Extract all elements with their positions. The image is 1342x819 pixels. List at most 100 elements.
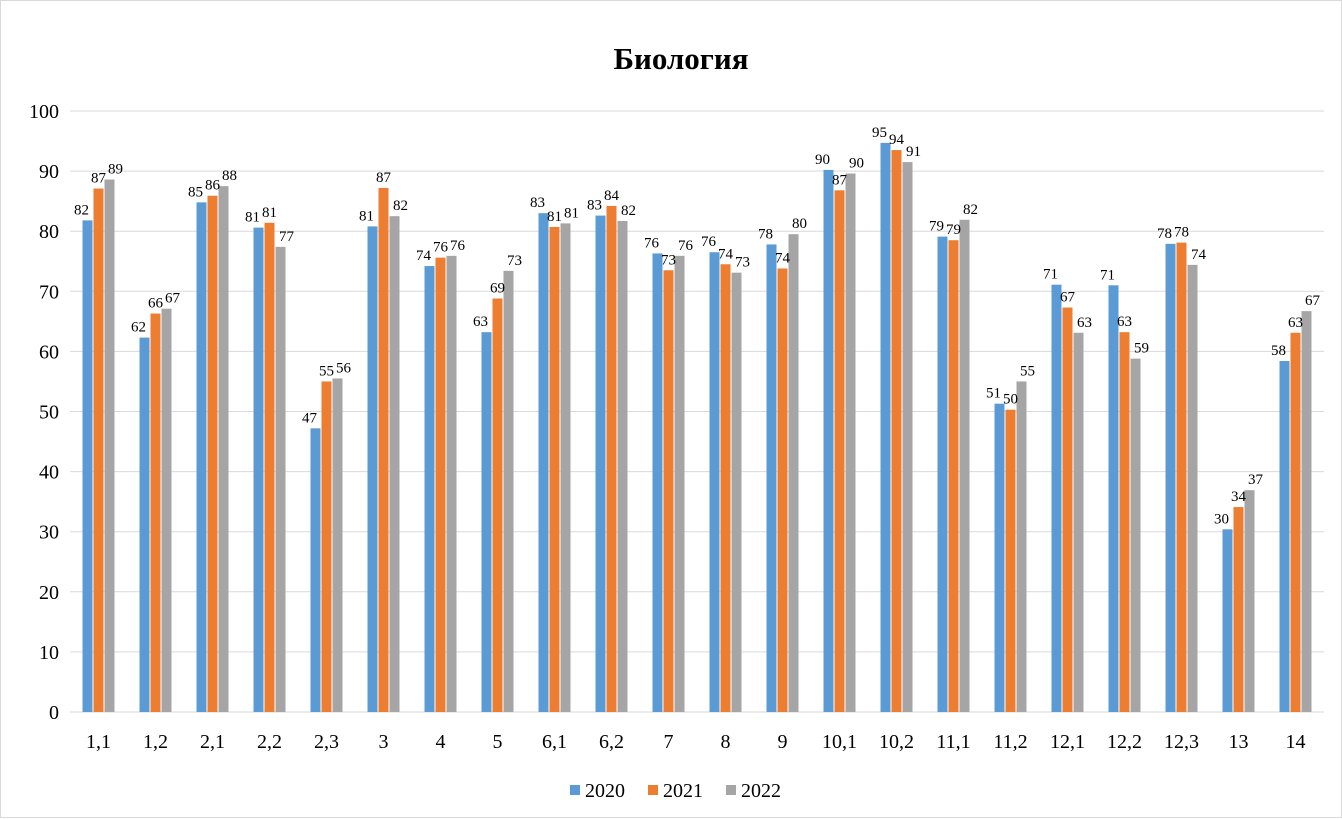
data-label: 79 bbox=[929, 219, 944, 235]
bar-2021-6,2 bbox=[606, 205, 617, 712]
bar-2022-14 bbox=[1301, 311, 1312, 712]
data-label: 78 bbox=[1157, 226, 1172, 242]
bar-2022-7 bbox=[674, 255, 685, 712]
x-tick-label: 4 bbox=[436, 731, 446, 753]
bar-2021-12,3 bbox=[1176, 242, 1187, 712]
legend: 2020 2021 2022 bbox=[570, 780, 781, 802]
data-label: 82 bbox=[621, 203, 636, 219]
x-tick-label: 6,1 bbox=[542, 731, 567, 753]
y-tick-label: 50 bbox=[39, 402, 59, 424]
bar-2020-1,2 bbox=[139, 337, 150, 712]
x-tick-label: 2,3 bbox=[314, 731, 339, 753]
data-label: 81 bbox=[564, 205, 579, 221]
data-label: 34 bbox=[1231, 489, 1247, 505]
bar-2022-4 bbox=[446, 255, 457, 712]
bar-2022-12,3 bbox=[1187, 264, 1198, 712]
x-tick-label: 8 bbox=[721, 731, 731, 753]
data-label: 73 bbox=[661, 252, 676, 268]
bar-2021-2,3 bbox=[321, 381, 332, 712]
x-tick-label: 14 bbox=[1286, 731, 1306, 753]
x-tick-label: 12,2 bbox=[1107, 731, 1142, 753]
x-tick-label: 7 bbox=[664, 731, 674, 753]
legend-swatch-2020 bbox=[570, 785, 580, 795]
data-label: 51 bbox=[986, 386, 1001, 402]
bar-2022-1,1 bbox=[104, 179, 115, 712]
data-label: 84 bbox=[604, 188, 620, 204]
legend-label: 2020 bbox=[585, 780, 625, 802]
x-tick-label: 3 bbox=[379, 731, 389, 753]
data-label: 67 bbox=[1305, 293, 1321, 309]
data-label: 81 bbox=[359, 208, 374, 224]
data-label: 76 bbox=[644, 235, 660, 251]
bar-2021-11,2 bbox=[1005, 409, 1016, 712]
data-label: 66 bbox=[148, 296, 164, 312]
data-label: 47 bbox=[302, 410, 318, 426]
y-tick-label: 100 bbox=[29, 101, 59, 123]
data-label: 62 bbox=[131, 320, 146, 336]
x-tick-label: 2,1 bbox=[200, 731, 225, 753]
data-label: 79 bbox=[946, 222, 961, 238]
data-label: 80 bbox=[792, 216, 807, 232]
data-label: 76 bbox=[678, 238, 694, 254]
x-axis: 1,1 1,2 2,1 2,2 2,3 3 4 5 6,1 6,2 7 8 9 10,1 10,2 11,1 1… bbox=[86, 731, 1306, 753]
bar-2022-11,1 bbox=[959, 219, 970, 712]
data-label: 74 bbox=[416, 248, 432, 264]
x-tick-label: 5 bbox=[493, 731, 503, 753]
data-label: 87 bbox=[91, 171, 107, 187]
x-tick-label: 11,2 bbox=[993, 731, 1027, 753]
bar-2021-1,1 bbox=[93, 188, 104, 713]
bar-2020-7 bbox=[652, 253, 663, 712]
bar-2021-6,1 bbox=[549, 226, 560, 713]
data-label: 67 bbox=[165, 291, 181, 307]
legend-swatch-2021 bbox=[648, 785, 658, 795]
bar-2020-12,2 bbox=[1108, 285, 1119, 712]
y-tick-label: 70 bbox=[39, 281, 59, 303]
data-label: 37 bbox=[1248, 472, 1264, 488]
bar-2022-3 bbox=[389, 216, 400, 713]
y-axis: 0 10 20 30 40 50 60 70 80 90 100 bbox=[29, 101, 59, 724]
bar-2020-1,1 bbox=[82, 220, 93, 712]
chart-title: Биология bbox=[613, 41, 748, 76]
y-tick-label: 30 bbox=[39, 522, 59, 544]
bar-2020-6,2 bbox=[595, 215, 606, 712]
data-label: 50 bbox=[1003, 392, 1018, 408]
data-label: 78 bbox=[1174, 225, 1189, 241]
data-label: 71 bbox=[1043, 267, 1058, 283]
x-tick-label: 1,1 bbox=[86, 731, 111, 753]
y-tick-label: 20 bbox=[39, 582, 59, 604]
data-label: 88 bbox=[222, 168, 237, 184]
bar-2022-8 bbox=[731, 272, 742, 712]
data-label: 82 bbox=[393, 198, 408, 214]
data-label: 81 bbox=[547, 209, 562, 225]
data-label: 91 bbox=[906, 144, 921, 160]
data-label: 63 bbox=[1288, 315, 1303, 331]
data-label: 76 bbox=[433, 240, 449, 256]
bar-2022-11,2 bbox=[1016, 381, 1027, 712]
data-label: 73 bbox=[507, 253, 522, 269]
bar-2021-12,1 bbox=[1062, 307, 1073, 712]
bar-2022-10,1 bbox=[845, 173, 856, 712]
bar-2022-2,1 bbox=[218, 186, 229, 712]
bar-2021-10,1 bbox=[834, 190, 845, 712]
x-tick-label: 10,1 bbox=[822, 731, 857, 753]
x-tick-label: 10,2 bbox=[879, 731, 914, 753]
data-label: 55 bbox=[1020, 363, 1035, 379]
bar-2020-12,1 bbox=[1051, 284, 1062, 712]
bar-2021-7 bbox=[663, 270, 674, 712]
data-label: 95 bbox=[872, 125, 887, 141]
bar-2020-10,2 bbox=[880, 142, 891, 712]
data-label: 82 bbox=[74, 202, 89, 218]
x-tick-label: 2,2 bbox=[257, 731, 282, 753]
data-label: 86 bbox=[205, 178, 221, 194]
x-tick-label: 6,2 bbox=[599, 731, 624, 753]
bar-2021-2,1 bbox=[207, 195, 218, 713]
data-label: 85 bbox=[188, 184, 203, 200]
x-tick-label: 13 bbox=[1229, 731, 1249, 753]
data-label: 56 bbox=[336, 360, 352, 376]
data-label: 87 bbox=[832, 172, 848, 188]
bar-2021-4 bbox=[435, 257, 446, 712]
bar-2022-9 bbox=[788, 234, 799, 712]
bar-2021-2,2 bbox=[264, 222, 275, 712]
